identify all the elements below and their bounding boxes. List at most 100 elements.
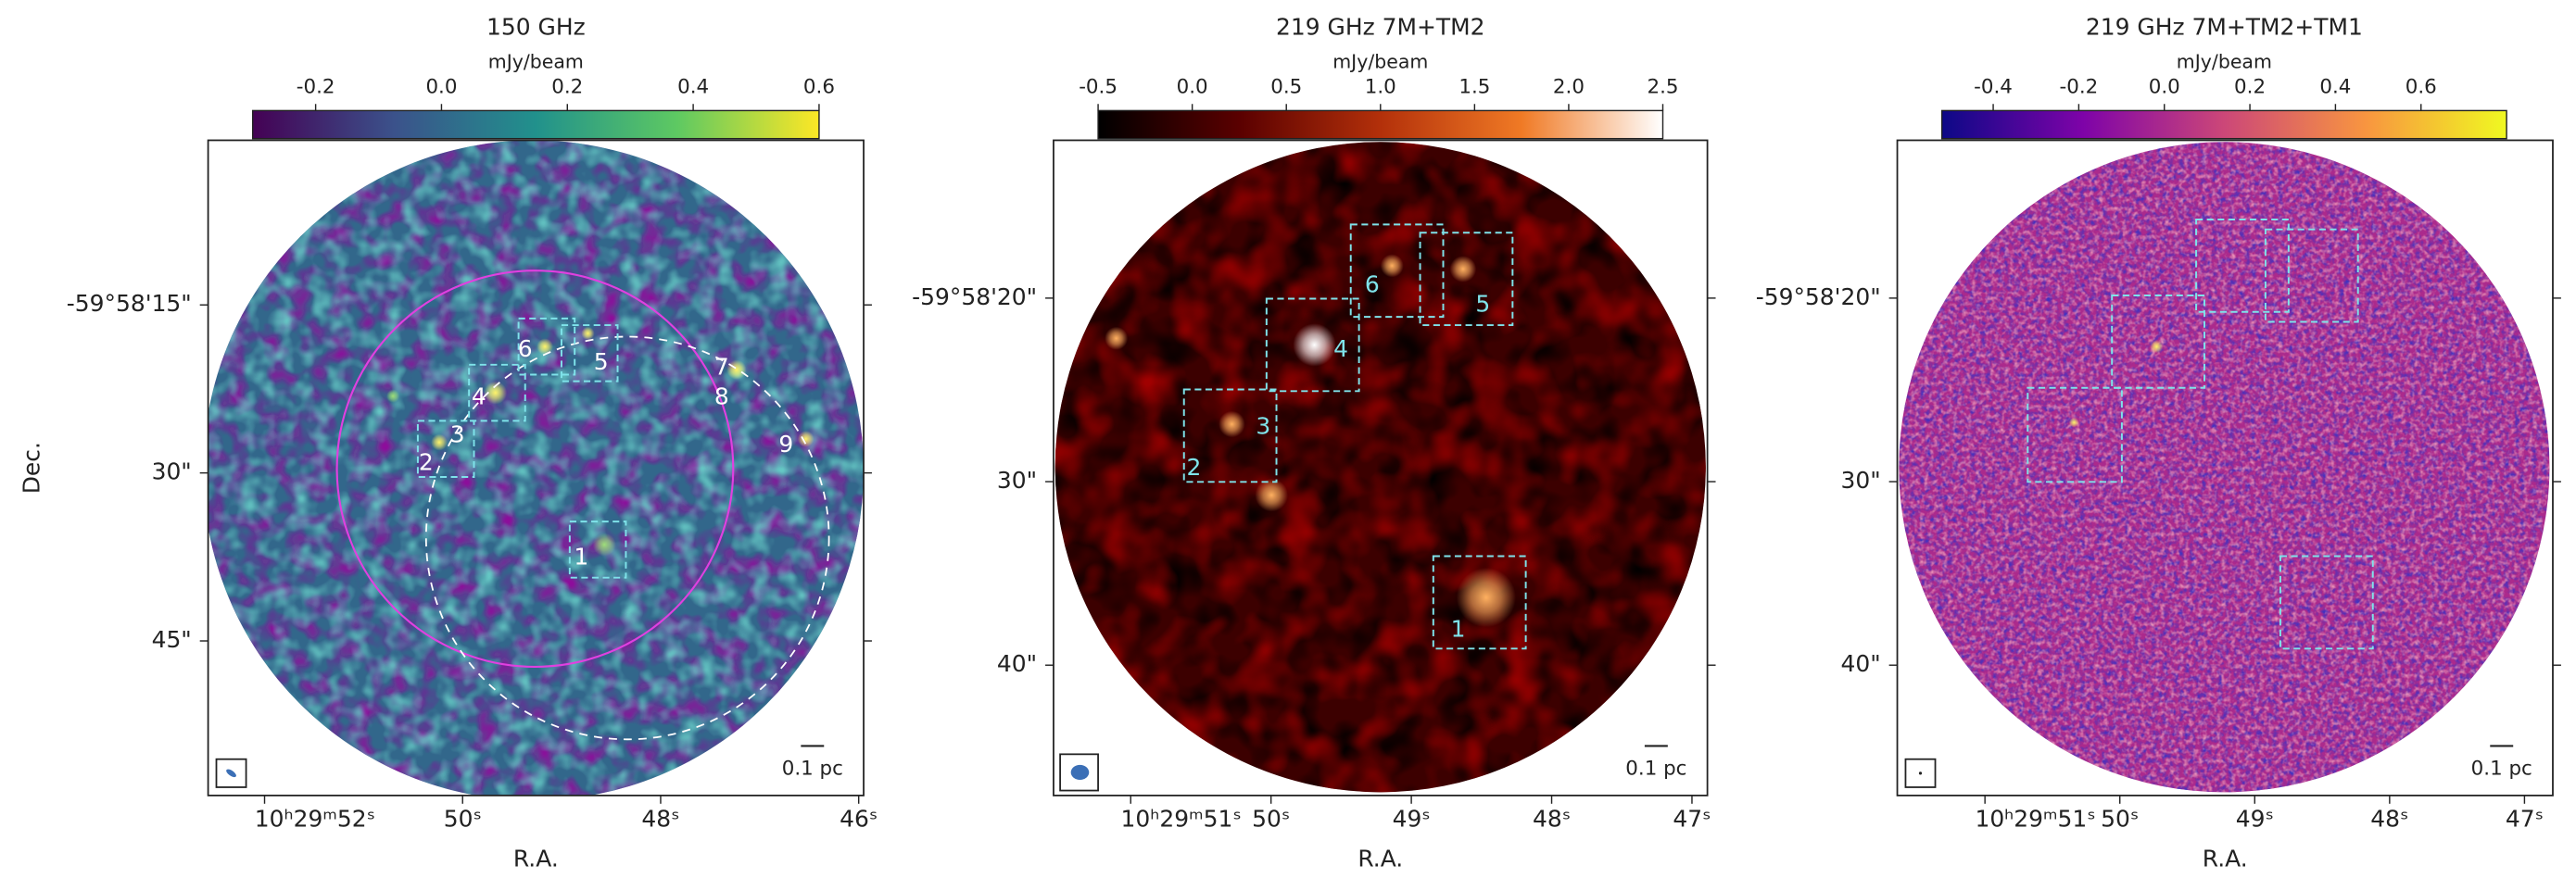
axes-frame <box>1896 139 2554 796</box>
region-box <box>568 521 627 579</box>
source <box>2150 340 2164 354</box>
x-tick-label: 48ˢ <box>2370 806 2408 833</box>
source <box>726 359 747 380</box>
region-label: 1 <box>574 543 588 570</box>
beam <box>1918 771 1923 775</box>
region-box <box>2195 219 2290 313</box>
source <box>1105 326 1129 350</box>
region-label: 2 <box>1186 454 1201 481</box>
scale-bar-label: 0.1 pc <box>1625 757 1686 780</box>
y-tick-label: 45" <box>152 626 192 653</box>
colorbar-tick-label: 2.5 <box>1648 75 1679 98</box>
image-noise <box>1899 142 2550 793</box>
y-tick-label: 30" <box>1841 467 1881 494</box>
beam-box <box>215 758 247 788</box>
colorbar-tick-label: 2.0 <box>1553 75 1585 98</box>
x-tick-label: 10ʰ29ᵐ51ˢ <box>1121 806 1242 833</box>
image-noise <box>1054 142 1706 793</box>
colorbar-tick-label: 0.0 <box>2149 75 2180 98</box>
axes-frame <box>207 139 865 796</box>
colorbar-tick-label: 0.6 <box>803 75 835 98</box>
region-box <box>2264 228 2359 323</box>
source <box>431 433 448 451</box>
region-box <box>1349 223 1445 319</box>
region-label: 6 <box>1365 270 1380 297</box>
x-axis-label: R.A. <box>2203 845 2248 872</box>
scale-bar-label: 0.1 pc <box>2471 757 2532 780</box>
y-tick-label: 40" <box>1841 650 1881 677</box>
colorbar-tick-label: 0.2 <box>2234 75 2266 98</box>
region-label: 9 <box>778 431 793 458</box>
colorbar-label: mJy/beam <box>1332 51 1428 73</box>
colorbar-tick-label: 0.5 <box>1270 75 1302 98</box>
colorbar-label: mJy/beam <box>488 51 584 73</box>
source <box>1456 567 1516 628</box>
colorbar-tick-label: 0.4 <box>677 75 709 98</box>
colorbar-tick-label: -0.2 <box>2060 75 2099 98</box>
region-label: 5 <box>594 348 609 375</box>
region-label: 4 <box>1333 335 1348 362</box>
colorbar-tick-label: -0.5 <box>1079 75 1118 98</box>
colorbar-tick-label: -0.4 <box>1974 75 2013 98</box>
source <box>1449 256 1477 282</box>
primary-beam <box>335 270 735 668</box>
colorbar <box>1097 109 1664 140</box>
beam <box>226 769 236 778</box>
source <box>537 338 554 356</box>
region-box <box>2279 555 2374 650</box>
x-tick-label: 10ʰ29ᵐ52ˢ <box>255 806 375 833</box>
source <box>484 381 508 405</box>
colorbar-tick-label: 0.0 <box>425 75 457 98</box>
beam <box>1070 764 1090 780</box>
region-box <box>1182 388 1278 483</box>
colorbar-tick-label: 0.4 <box>2319 75 2351 98</box>
source <box>581 326 595 341</box>
region-label: 3 <box>1256 413 1270 440</box>
y-tick-label: 30" <box>997 467 1037 494</box>
region-box <box>560 324 619 383</box>
x-tick-label: 50ˢ <box>444 806 482 833</box>
scale-bar-label: 0.1 pc <box>782 757 843 780</box>
region-box <box>2111 294 2205 389</box>
x-axis-label: R.A. <box>1357 845 1403 872</box>
region-label: 7 <box>714 353 729 380</box>
x-tick-label: 46ˢ <box>840 806 878 833</box>
region-box <box>468 363 526 422</box>
x-tick-label: 10ʰ29ᵐ51ˢ <box>1975 806 2095 833</box>
beam-box <box>1904 758 1937 788</box>
region-box <box>1265 297 1360 393</box>
y-axis-label: Dec. <box>19 442 45 494</box>
axes-frame <box>1053 139 1709 796</box>
source <box>1255 478 1288 512</box>
x-tick-label: 50ˢ <box>1252 806 1290 833</box>
colorbar-tick-label: 1.0 <box>1365 75 1396 98</box>
x-tick-label: 48ˢ <box>641 806 679 833</box>
image <box>208 140 864 796</box>
region-box <box>1432 555 1527 650</box>
y-tick-label: -59°58'15" <box>67 290 192 317</box>
colorbar <box>1940 109 2507 140</box>
x-tick-label: 47ˢ <box>2506 806 2544 833</box>
source <box>386 389 400 403</box>
image <box>1054 142 1706 793</box>
region-box <box>416 420 475 478</box>
region-box <box>517 317 576 376</box>
x-tick-label: 49ˢ <box>1393 806 1431 833</box>
source <box>1219 410 1245 438</box>
colorbar-tick-label: 0.6 <box>2406 75 2437 98</box>
region-label: 8 <box>714 383 729 409</box>
region-label: 4 <box>472 383 486 409</box>
beam-box <box>1059 753 1099 792</box>
region-label: 6 <box>518 335 533 362</box>
region-box <box>2027 386 2123 483</box>
colorbar-tick-label: -0.2 <box>297 75 335 98</box>
y-tick-label: 30" <box>152 458 192 485</box>
y-tick-label: -59°58'20" <box>1756 283 1881 310</box>
panel-title: 219 GHz 7M+TM2+TM1 <box>2086 13 2363 40</box>
coverage <box>424 335 830 741</box>
x-axis-label: R.A. <box>513 845 559 872</box>
image-noise <box>208 140 864 796</box>
colorbar-tick-label: 0.2 <box>551 75 583 98</box>
x-tick-label: 47ˢ <box>1673 806 1711 833</box>
